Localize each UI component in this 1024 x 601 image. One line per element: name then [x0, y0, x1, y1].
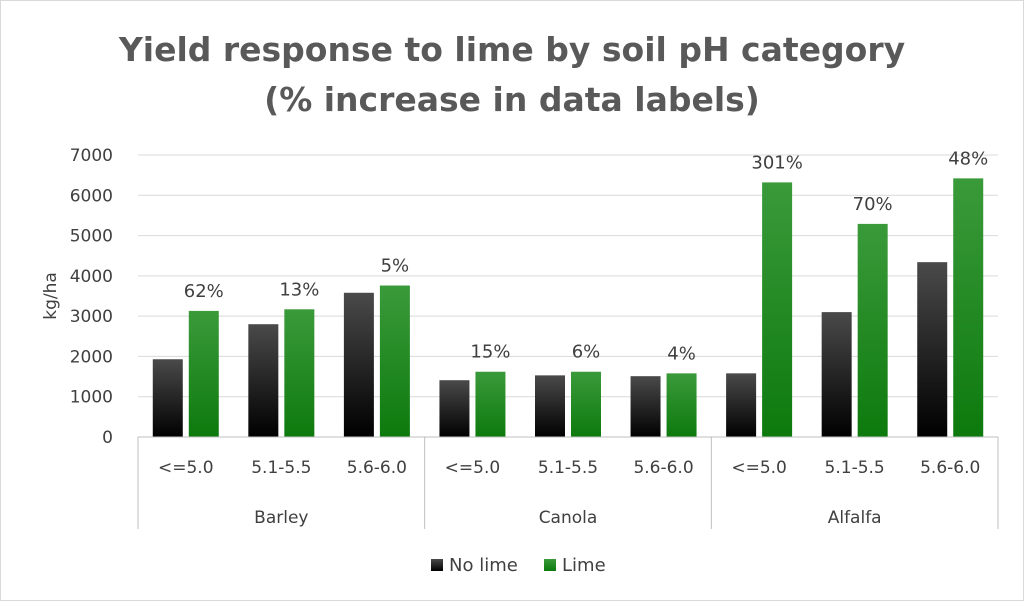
x-tick-label: 5.1-5.5	[825, 458, 885, 478]
x-tick-label: 5.1-5.5	[251, 458, 311, 478]
y-tick-label: 6000	[70, 186, 113, 206]
bar-no-lime	[248, 324, 279, 437]
data-label: 48%	[948, 148, 988, 169]
x-axis: <=5.0 5.1-5.5 5.6-6.0 <=5.0 5.1-5.5 5.6-6.0 <=…	[137, 436, 999, 529]
y-axis-title: kg/ha	[41, 272, 61, 320]
bar-lime	[953, 178, 984, 437]
legend-swatch	[544, 559, 556, 571]
legend-swatch	[431, 559, 443, 571]
bar-lime	[379, 285, 410, 437]
data-label: 15%	[470, 342, 510, 363]
chart-title-line-1: Yield response to lime by soil pH catego…	[118, 30, 905, 69]
y-tick-label: 1000	[70, 388, 113, 408]
bar-lime	[475, 371, 506, 437]
x-tick-label: 5.6-6.0	[347, 458, 407, 478]
data-label: 301%	[751, 152, 802, 173]
y-tick-label: 5000	[70, 227, 113, 247]
data-labels: 62% 13% 5% 15% 6% 4% 301% 70% 48%	[184, 148, 988, 364]
bar-lime	[666, 373, 697, 437]
data-label: 5%	[381, 256, 410, 277]
x-tick-label: <=5.0	[158, 458, 214, 478]
x-tick-label: 5.1-5.5	[538, 458, 598, 478]
x-tick-label: 5.6-6.0	[633, 458, 693, 478]
y-tick-label: 2000	[70, 347, 113, 367]
data-label: 4%	[667, 343, 696, 364]
bar-no-lime	[821, 312, 852, 437]
legend-label: Lime	[562, 555, 606, 576]
x-tick-label: 5.6-6.0	[920, 458, 980, 478]
bar-no-lime	[152, 359, 183, 437]
x-group-label: Alfalfa	[828, 508, 882, 528]
data-label: 13%	[279, 279, 319, 300]
x-group-label: Barley	[254, 508, 308, 528]
bar-no-lime	[535, 375, 565, 437]
bar-no-lime	[439, 380, 470, 437]
bar-no-lime	[726, 373, 757, 437]
legend: No lime Lime	[431, 555, 606, 576]
legend-label: No lime	[449, 555, 518, 576]
bars	[152, 178, 984, 437]
bar-lime	[857, 223, 888, 437]
y-axis-ticks: 0 1000 2000 3000 4000 5000 6000 7000	[70, 146, 113, 448]
bar-lime	[571, 371, 601, 437]
bar-lime	[188, 310, 219, 437]
bar-lime	[762, 182, 793, 437]
chart-title-line-2: (% increase in data labels)	[264, 80, 760, 119]
bar-no-lime	[630, 376, 661, 437]
x-tick-label: <=5.0	[731, 458, 787, 478]
data-label: 70%	[853, 194, 893, 215]
y-tick-label: 7000	[70, 146, 113, 166]
bar-lime	[284, 309, 315, 437]
x-tick-label: <=5.0	[445, 458, 501, 478]
y-tick-label: 0	[102, 428, 113, 448]
x-group-label: Canola	[539, 508, 598, 528]
y-tick-label: 3000	[70, 307, 113, 327]
bar-no-lime	[917, 262, 948, 437]
gridlines	[138, 154, 998, 398]
data-label: 6%	[572, 342, 601, 363]
y-tick-label: 4000	[70, 267, 113, 287]
bar-no-lime	[343, 292, 374, 437]
data-label: 62%	[184, 281, 224, 302]
